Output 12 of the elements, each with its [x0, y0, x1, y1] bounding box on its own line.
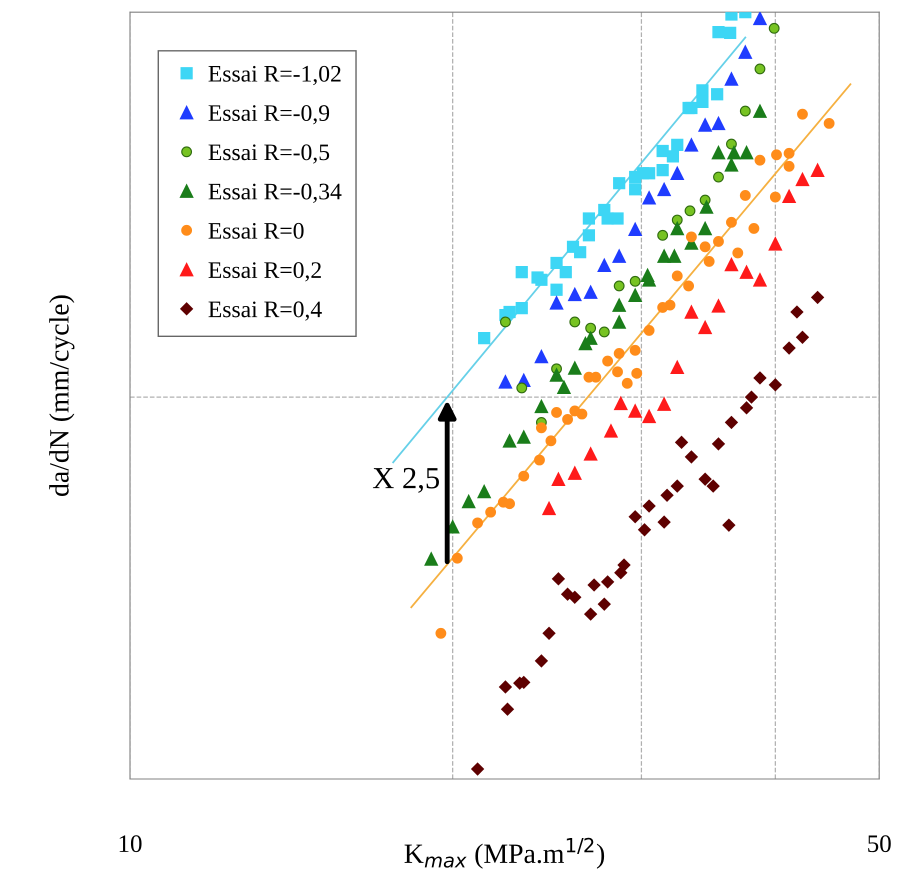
legend-label: Essai R=-0,9: [208, 105, 330, 124]
legend-label: Essai R=-0,5: [208, 144, 330, 164]
y-axis-title: da/dN (mm/cycle): [49, 295, 74, 496]
annotation: X 2,5: [372, 468, 439, 493]
x-axis-title: K$_{max}$ (MPa.m$^{1/2}$): [404, 838, 604, 869]
legend-label: Essai R=0,4: [208, 301, 322, 321]
legend-label: Essai R=0: [208, 222, 304, 239]
legend-label: Essai R=0,2: [208, 262, 321, 282]
legend-label: Essai R=-1,02: [208, 66, 341, 86]
x-tick-label: 10: [120, 835, 142, 852]
x-tick-label: 50: [868, 835, 891, 852]
legend-label: Essai R=-0,34: [208, 184, 342, 203]
